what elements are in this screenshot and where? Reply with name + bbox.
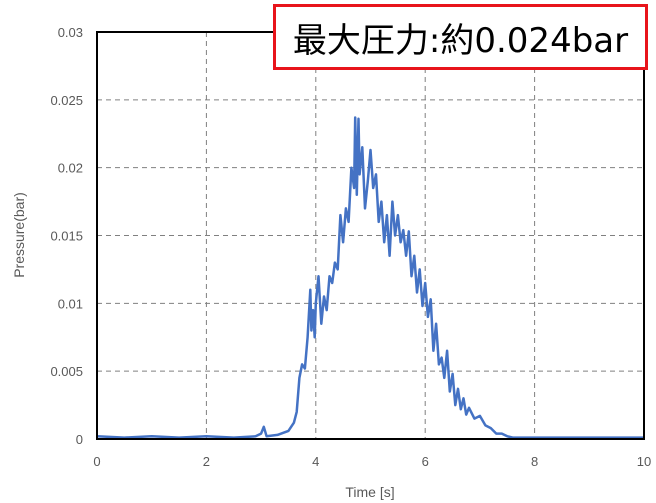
y-tick-label: 0.025 [50,93,83,108]
grid-layer [97,32,644,439]
y-tick-label: 0.01 [58,296,83,311]
x-tick-label: 8 [531,454,538,469]
y-tick-label: 0 [76,432,83,447]
y-axis-label: Pressure(bar) [11,192,27,278]
y-tick-label: 0.005 [50,364,83,379]
series-layer [96,116,644,439]
pressure-series-line [96,116,644,439]
x-tick-label: 10 [637,454,651,469]
x-tick-label: 2 [203,454,210,469]
x-tick-label: 4 [312,454,319,469]
x-axis-label: Time [s] [345,484,394,500]
y-tick-label: 0.015 [50,229,83,244]
tick-labels: 0 2 4 6 8 10 0 0.005 0.01 0.015 0.02 0.025 0.03 [50,25,651,469]
max-pressure-annotation: 最大圧力:約0.024bar [273,4,648,70]
x-tick-label: 6 [422,454,429,469]
max-pressure-text: 最大圧力:約0.024bar [292,20,629,61]
y-tick-label: 0.03 [58,25,83,40]
x-tick-label: 0 [93,454,100,469]
y-tick-label: 0.02 [58,161,83,176]
